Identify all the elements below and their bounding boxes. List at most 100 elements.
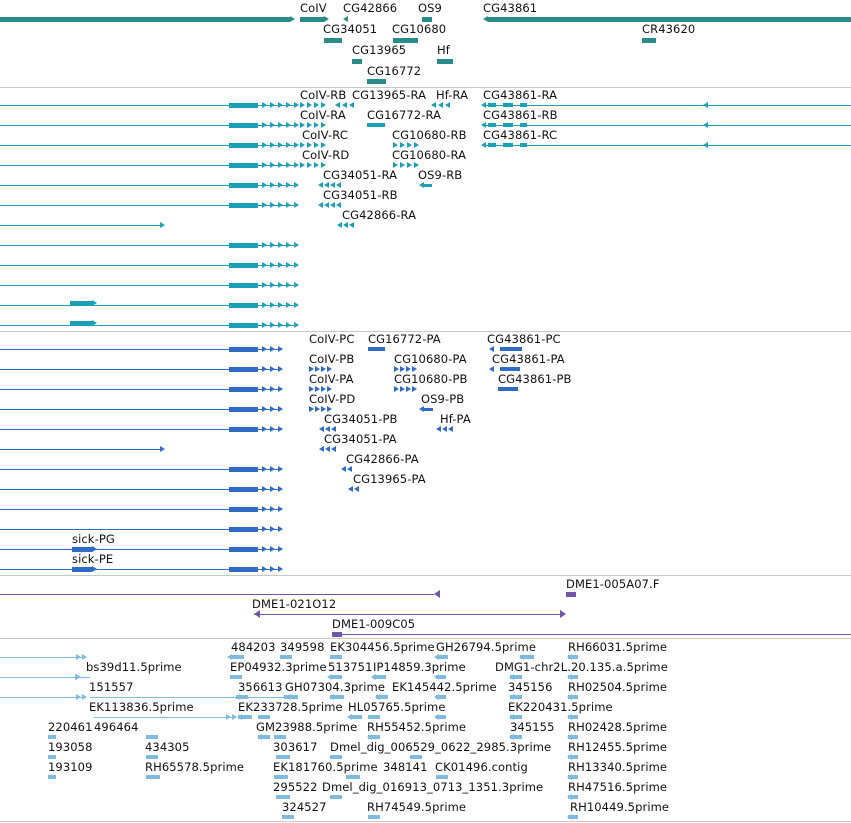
strand-arrow[interactable] xyxy=(321,142,326,148)
strand-arrow[interactable] xyxy=(321,162,326,168)
strand-arrow[interactable] xyxy=(262,386,267,392)
strand-arrow[interactable] xyxy=(278,182,283,188)
strand-arrow[interactable] xyxy=(481,122,486,128)
exon-block[interactable] xyxy=(437,655,448,659)
strand-arrow[interactable] xyxy=(448,426,453,432)
strand-arrow[interactable] xyxy=(703,142,708,148)
strand-arrow[interactable] xyxy=(262,526,267,532)
strand-arrow[interactable] xyxy=(703,122,708,128)
strand-arrow[interactable] xyxy=(262,322,267,328)
exon-block[interactable] xyxy=(48,735,56,739)
intron-line[interactable] xyxy=(0,145,296,146)
strand-arrow[interactable] xyxy=(278,262,283,268)
strand-arrow[interactable] xyxy=(278,162,283,168)
strand-arrow[interactable] xyxy=(394,366,399,372)
exon-block[interactable] xyxy=(229,407,258,412)
exon-block[interactable] xyxy=(274,775,288,779)
strand-arrow[interactable] xyxy=(278,506,283,512)
strand-arrow[interactable] xyxy=(331,426,336,432)
strand-arrow[interactable] xyxy=(294,102,299,108)
intron-line[interactable] xyxy=(0,449,160,450)
strand-arrow[interactable] xyxy=(270,162,275,168)
strand-arrow[interactable] xyxy=(270,262,275,268)
strand-arrow[interactable] xyxy=(286,162,291,168)
strand-arrow[interactable] xyxy=(567,654,572,660)
strand-arrow[interactable] xyxy=(286,262,291,268)
exon-block[interactable] xyxy=(510,695,522,699)
strand-arrow[interactable] xyxy=(319,426,324,432)
strand-arrow[interactable] xyxy=(278,386,283,392)
exon-block[interactable] xyxy=(229,323,258,328)
exon-block[interactable] xyxy=(274,735,286,739)
intron-line[interactable] xyxy=(483,145,851,146)
exon-block[interactable] xyxy=(229,143,258,148)
strand-arrow[interactable] xyxy=(262,406,267,412)
exon-block[interactable] xyxy=(258,735,270,739)
strand-arrow[interactable] xyxy=(262,346,267,352)
strand-arrow[interactable] xyxy=(262,202,267,208)
strand-arrow[interactable] xyxy=(270,386,275,392)
strand-arrow[interactable] xyxy=(92,566,97,572)
intron-line[interactable] xyxy=(0,549,282,550)
exon-block[interactable] xyxy=(229,243,258,248)
exon-block[interactable] xyxy=(72,567,92,572)
exon-block[interactable] xyxy=(422,17,432,22)
strand-arrow[interactable] xyxy=(262,546,267,552)
strand-arrow[interactable] xyxy=(262,366,267,372)
strand-arrow[interactable] xyxy=(300,142,305,148)
exon-block[interactable] xyxy=(0,17,290,22)
exon-block[interactable] xyxy=(146,755,158,759)
intron-line[interactable] xyxy=(0,165,296,166)
exon-block[interactable] xyxy=(330,655,342,659)
strand-arrow[interactable] xyxy=(321,406,326,412)
exon-block[interactable] xyxy=(350,715,362,719)
strand-arrow[interactable] xyxy=(278,426,283,432)
strand-arrow[interactable] xyxy=(232,714,237,720)
exon-block[interactable] xyxy=(324,38,342,43)
strand-arrow[interactable] xyxy=(325,426,330,432)
intron-line[interactable] xyxy=(0,349,282,350)
intron-line[interactable] xyxy=(0,125,296,126)
strand-arrow[interactable] xyxy=(160,222,165,228)
intron-line[interactable] xyxy=(483,105,851,106)
strand-arrow[interactable] xyxy=(270,486,275,492)
exon-block[interactable] xyxy=(284,695,298,699)
strand-arrow[interactable] xyxy=(278,142,283,148)
exon-block[interactable] xyxy=(229,163,258,168)
exon-block[interactable] xyxy=(423,408,433,411)
strand-arrow[interactable] xyxy=(307,162,312,168)
strand-arrow[interactable] xyxy=(307,102,312,108)
intron-line[interactable] xyxy=(0,305,296,306)
strand-arrow[interactable] xyxy=(262,282,267,288)
exon-block[interactable] xyxy=(368,347,385,351)
strand-arrow[interactable] xyxy=(294,122,299,128)
strand-arrow[interactable] xyxy=(262,102,267,108)
strand-arrow[interactable] xyxy=(307,142,312,148)
strand-arrow[interactable] xyxy=(278,302,283,308)
exon-block[interactable] xyxy=(368,715,380,719)
strand-arrow[interactable] xyxy=(406,366,411,372)
strand-arrow[interactable] xyxy=(92,546,97,552)
exon-block[interactable] xyxy=(229,507,258,512)
exon-block[interactable] xyxy=(229,123,258,128)
strand-arrow[interactable] xyxy=(509,714,514,720)
strand-arrow[interactable] xyxy=(367,734,372,740)
strand-arrow[interactable] xyxy=(375,694,380,700)
strand-arrow[interactable] xyxy=(321,102,326,108)
strand-arrow[interactable] xyxy=(393,162,398,168)
strand-arrow[interactable] xyxy=(567,814,572,820)
strand-arrow[interactable] xyxy=(278,322,283,328)
strand-arrow[interactable] xyxy=(318,182,323,188)
strand-arrow[interactable] xyxy=(278,546,283,552)
exon-block[interactable] xyxy=(510,715,522,719)
exon-block[interactable] xyxy=(488,103,496,107)
strand-arrow[interactable] xyxy=(262,506,267,512)
exon-block[interactable] xyxy=(498,387,518,391)
exon-block[interactable] xyxy=(330,675,342,679)
strand-arrow[interactable] xyxy=(703,102,708,108)
strand-arrow[interactable] xyxy=(270,506,275,512)
exon-block[interactable] xyxy=(568,695,578,699)
strand-arrow[interactable] xyxy=(270,546,275,552)
exon-block[interactable] xyxy=(488,143,496,147)
exon-block[interactable] xyxy=(229,527,258,532)
